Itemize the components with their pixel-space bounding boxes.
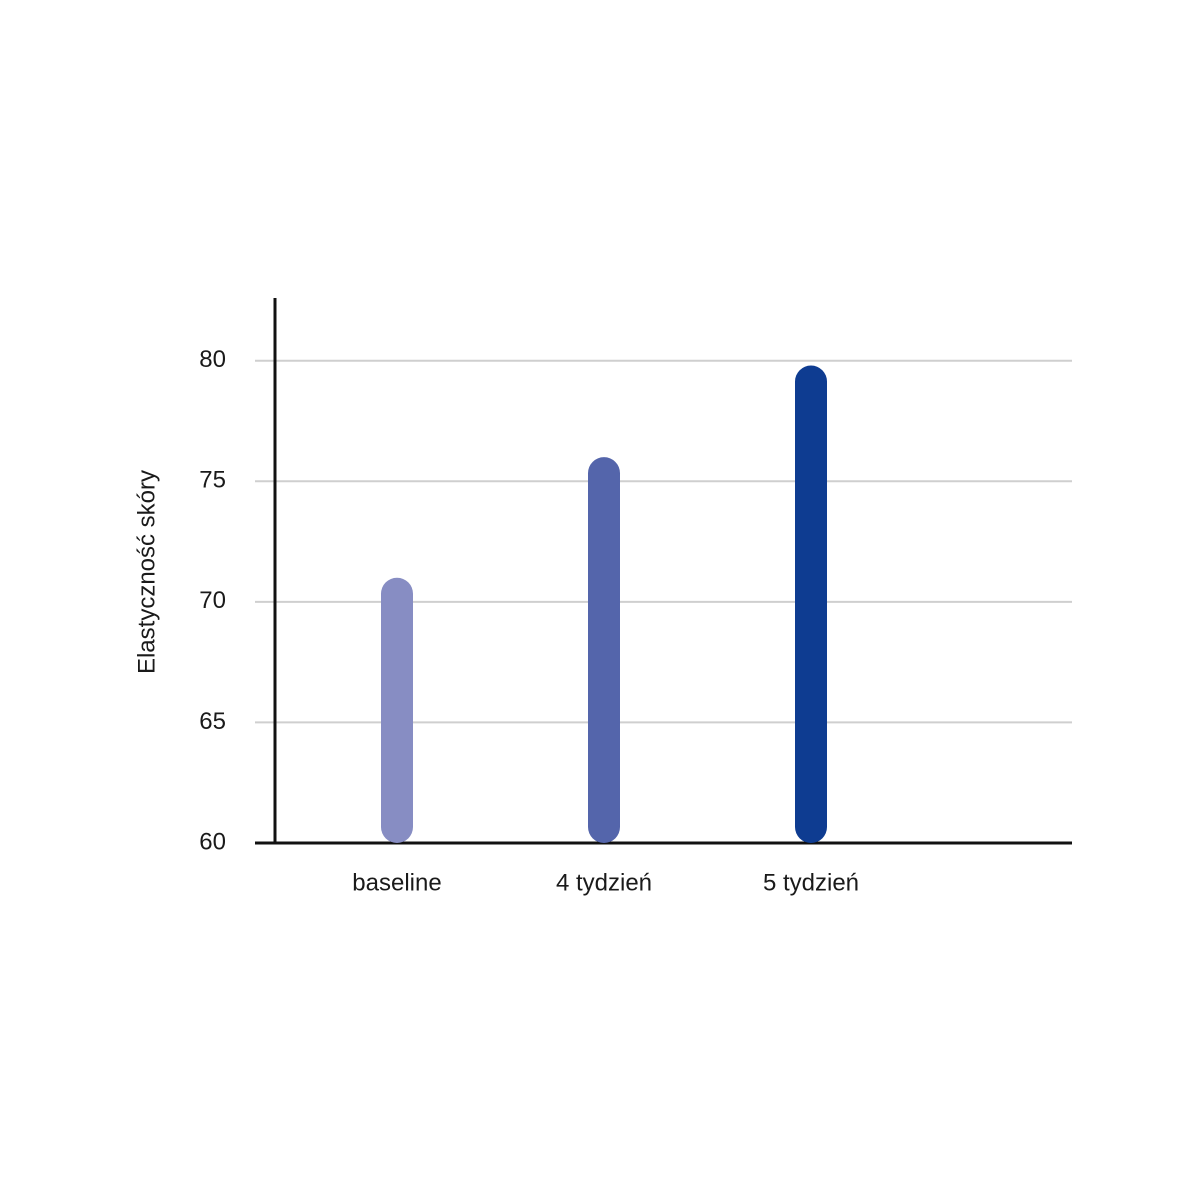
bar [588, 457, 620, 843]
y-axis-label: Elastyczność skóry [133, 470, 160, 674]
x-tick-label: 4 tydzień [556, 869, 652, 896]
x-tick-label: baseline [352, 869, 441, 896]
y-tick-label: 75 [199, 467, 226, 494]
bar [795, 365, 827, 843]
y-tick-label: 80 [199, 346, 226, 373]
x-tick-label: 5 tydzień [763, 869, 859, 896]
y-tick-label: 65 [199, 708, 226, 735]
bar [381, 577, 413, 843]
y-tick-label: 70 [199, 587, 226, 614]
y-tick-label: 60 [199, 828, 226, 855]
